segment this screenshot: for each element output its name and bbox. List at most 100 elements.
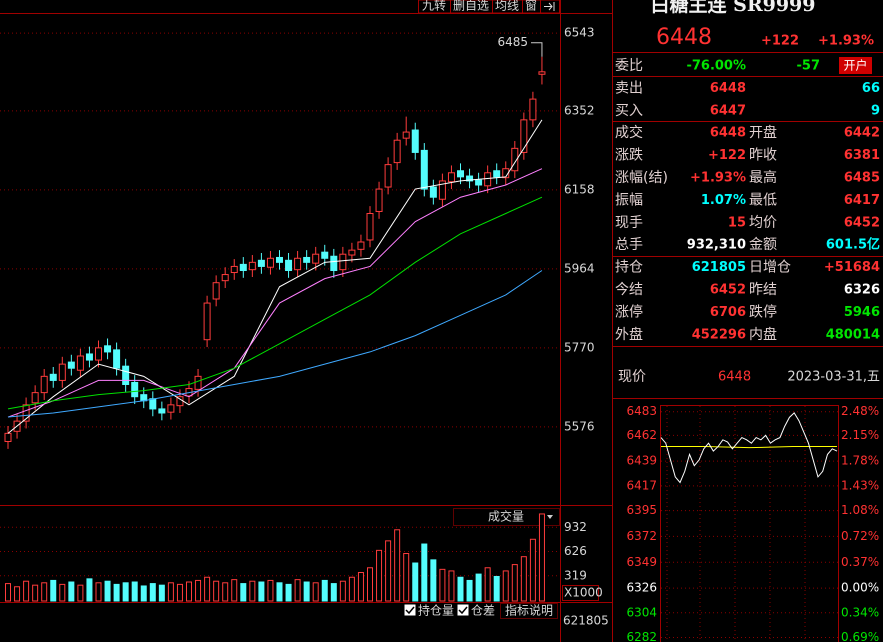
row-label: 内盘 <box>749 326 777 343</box>
volume-bar <box>394 529 401 602</box>
candle-body <box>285 259 293 271</box>
help-button[interactable] <box>500 603 558 619</box>
row-label: 卖出 <box>615 80 643 96</box>
help-button-label[interactable]: 指标说明 <box>505 603 553 618</box>
checkbox[interactable] <box>457 604 469 616</box>
indicator-selector-label[interactable]: 成交量 <box>488 509 524 524</box>
volume-bar <box>122 582 129 602</box>
toolbar-label[interactable]: 删自选 <box>453 0 489 13</box>
y-tick-label: 6158 <box>564 182 595 196</box>
row-value: 6706 <box>710 305 746 320</box>
row-label: 开盘 <box>749 124 777 141</box>
row-value: -57 <box>797 59 821 74</box>
row-label: 日增仓 <box>749 260 791 276</box>
volume-bar <box>5 583 11 602</box>
check[interactable] <box>458 606 468 615</box>
candle-body <box>276 256 283 263</box>
quote-title: 白糖主连 SR9999 <box>650 0 815 16</box>
volume-bar <box>520 556 527 602</box>
candle-body <box>85 353 93 361</box>
candle-body <box>339 253 347 271</box>
volume-bar <box>104 580 111 602</box>
candle-body <box>194 375 202 390</box>
volume-bar <box>32 584 39 602</box>
open-account-label[interactable]: 开户 <box>843 58 867 73</box>
moving-average <box>7 119 543 434</box>
toolbar-label[interactable]: 窗 <box>525 0 537 13</box>
toolbar-label[interactable]: 九转 <box>422 0 446 13</box>
row-value: 6448 <box>710 126 746 141</box>
checkbox[interactable] <box>404 604 416 616</box>
row-label: 涨跌 <box>615 148 643 164</box>
open-account-button[interactable] <box>839 57 872 74</box>
candle-body <box>348 249 356 256</box>
candle-body <box>104 345 112 353</box>
volume-bar <box>195 579 202 602</box>
pct-tick-label: 2.15% <box>841 428 879 442</box>
indicator-selector[interactable] <box>453 508 560 526</box>
y-tick-label: 6282 <box>626 630 657 642</box>
check[interactable] <box>405 606 415 615</box>
y-tick-label: 6462 <box>626 428 657 442</box>
row-value: +51684 <box>824 260 880 275</box>
volume-bar <box>186 581 192 602</box>
volume-bar <box>204 576 211 602</box>
row-value: 9 <box>871 103 880 118</box>
volume-bar <box>475 573 482 602</box>
checkbox-label[interactable]: 仓差 <box>471 604 495 618</box>
volume-bar <box>430 559 437 602</box>
toolbar-label[interactable]: 均线 <box>495 0 519 13</box>
high-annotation: 6485 <box>497 35 528 49</box>
candle-body <box>475 179 483 186</box>
pct-tick-label: 1.08% <box>841 503 879 517</box>
volume-bar <box>77 584 84 602</box>
pct-tick-label: 0.72% <box>841 529 879 543</box>
candle-body <box>95 347 102 361</box>
toolbar-icon[interactable] <box>544 2 555 11</box>
candle-body <box>303 256 311 263</box>
y-tick-label: 932 <box>564 520 587 534</box>
y-tick-label: 6417 <box>626 478 657 492</box>
row-value: -76.00% <box>686 59 746 74</box>
row-label: 最高 <box>749 169 777 186</box>
row-value: 6447 <box>710 103 746 118</box>
row-label: 涨幅(结) <box>615 170 668 186</box>
dropdown-arrow[interactable] <box>547 515 553 519</box>
volume-bar <box>14 586 21 602</box>
candle-body <box>502 168 510 179</box>
row-label: 今结 <box>615 282 643 298</box>
volume-bar <box>538 513 545 602</box>
candle-body <box>158 408 166 414</box>
high-marker <box>531 42 543 57</box>
row-label: 持仓 <box>615 260 643 276</box>
moving-average <box>7 168 543 418</box>
row-value: 66 <box>862 81 880 96</box>
pct-tick-label: 0.37% <box>841 555 879 569</box>
checkbox-label[interactable]: 持仓量 <box>418 603 454 618</box>
volume-bar <box>95 582 102 602</box>
row-value: 601.5亿 <box>826 237 880 253</box>
volume-bar <box>421 543 428 602</box>
candle-body <box>393 139 401 164</box>
row-value: +122 <box>708 148 746 163</box>
volume-bar <box>412 562 419 602</box>
candle-body <box>230 265 238 274</box>
intraday-date: 2023-03-31,五 <box>787 370 880 385</box>
y-tick-label: 626 <box>564 544 587 558</box>
volume-bar <box>294 579 301 602</box>
volume-bar <box>385 540 392 602</box>
candle-body <box>221 274 229 282</box>
y-tick-label: 6395 <box>626 503 657 517</box>
candle-body <box>321 251 329 259</box>
candle-body <box>167 404 175 413</box>
volume-bar <box>502 570 509 602</box>
unit-box <box>562 585 599 601</box>
y-tick-label: 5770 <box>564 340 595 354</box>
toolbar-button[interactable] <box>522 0 541 14</box>
candle-body <box>357 241 365 250</box>
candle-body <box>402 131 410 139</box>
candle-body <box>239 263 247 271</box>
pct-tick-label: 0.69% <box>841 630 879 642</box>
